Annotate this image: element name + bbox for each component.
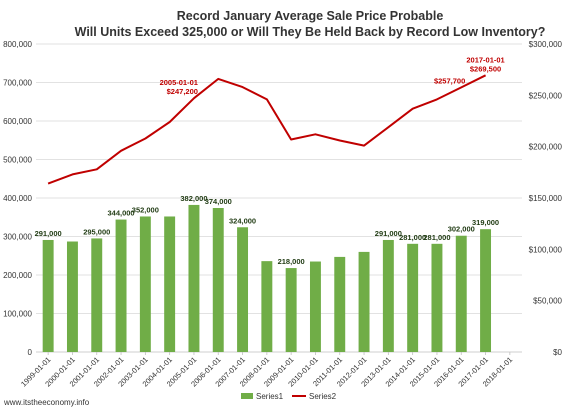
bar-label: 352,000	[132, 205, 159, 214]
bar	[382, 239, 394, 352]
bar-label: 319,000	[472, 218, 499, 227]
bar	[66, 241, 78, 352]
series1-bars	[42, 204, 492, 352]
bar-label: 281,000	[399, 233, 426, 242]
right-tick-label: $0	[553, 348, 562, 357]
left-tick-label: 200,000	[3, 271, 32, 280]
footer-source: www.itstheeconomy.info	[4, 398, 90, 407]
legend: Series1 Series2	[241, 392, 337, 401]
bar	[358, 251, 370, 352]
bar	[237, 227, 249, 352]
right-tick-label: $250,000	[529, 91, 563, 100]
left-tick-label: 800,000	[3, 40, 32, 49]
bar	[188, 204, 200, 352]
left-tick-label: 100,000	[3, 310, 32, 319]
bar	[431, 243, 443, 352]
legend-swatch-series1	[241, 393, 253, 399]
right-axis-ticks: $0 $50,000 $100,000 $150,000 $200,000 $250,00…	[529, 40, 563, 357]
bar	[407, 243, 419, 352]
bar-label: 374,000	[205, 197, 232, 206]
right-tick-label: $300,000	[529, 40, 563, 49]
left-tick-label: 600,000	[3, 117, 32, 126]
series2-line	[47, 74, 487, 185]
gridlines	[36, 43, 522, 353]
left-tick-label: 400,000	[3, 194, 32, 203]
left-tick-label: 500,000	[3, 156, 32, 165]
bar	[91, 238, 103, 352]
line-label: $247,200	[167, 87, 198, 96]
chart-subtitle: Will Units Exceed 325,000 or Will They B…	[75, 25, 546, 39]
bar	[164, 216, 176, 352]
right-tick-label: $200,000	[529, 143, 563, 152]
bar-label: 218,000	[278, 257, 305, 266]
bar	[115, 219, 127, 352]
bar	[334, 256, 346, 352]
bar-label: 281,000	[423, 233, 450, 242]
bar	[309, 261, 321, 352]
bar	[139, 216, 151, 352]
bar-label: 344,000	[107, 209, 134, 218]
left-tick-label: 700,000	[3, 79, 32, 88]
right-tick-label: $150,000	[529, 194, 563, 203]
bar-label: 302,000	[448, 225, 475, 234]
legend-label-series1: Series1	[256, 392, 284, 401]
bar-label: 382,000	[180, 194, 207, 203]
bar	[285, 268, 297, 352]
right-tick-label: $50,000	[533, 297, 562, 306]
legend-label-series2: Series2	[309, 392, 337, 401]
left-axis-ticks: 0 100,000 200,000 300,000 400,000 500,000 600,…	[3, 40, 32, 357]
bar-label: 295,000	[83, 227, 110, 236]
line-label: $269,500	[470, 64, 501, 73]
x-axis-ticks: 1999-01-012000-01-012001-01-012002-01-01…	[19, 352, 514, 389]
line-label: 2005-01-01	[160, 78, 198, 87]
series2-labels: 2005-01-01$247,200 $257,700 2017-01-01$269…	[160, 55, 505, 96]
right-tick-label: $100,000	[529, 245, 563, 254]
left-tick-label: 300,000	[3, 233, 32, 242]
bar	[455, 235, 467, 352]
bar	[42, 239, 54, 352]
bar	[480, 229, 492, 352]
bar-label: 291,000	[35, 229, 62, 238]
line-label: 2017-01-01	[466, 55, 504, 64]
chart-title: Record January Average Sale Price Probab…	[177, 9, 444, 23]
bar-label: 291,000	[375, 229, 402, 238]
bar	[212, 208, 224, 352]
line-label: $257,700	[434, 76, 465, 85]
series2-polyline	[47, 74, 487, 185]
bar	[261, 261, 273, 352]
left-tick-label: 0	[28, 348, 33, 357]
bar-label: 324,000	[229, 216, 256, 225]
